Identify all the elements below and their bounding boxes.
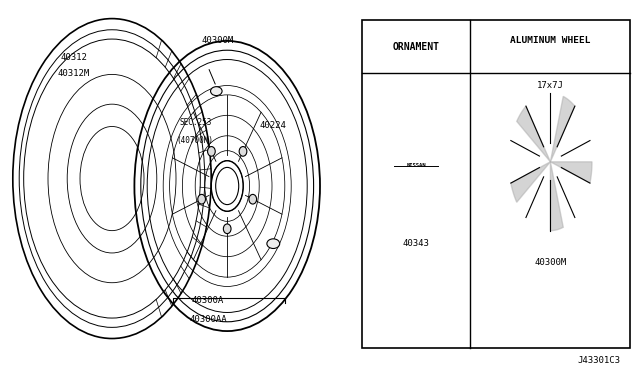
Text: (40700M): (40700M): [177, 136, 214, 145]
Text: 40300AA: 40300AA: [189, 315, 227, 324]
Ellipse shape: [198, 195, 205, 204]
Ellipse shape: [249, 195, 257, 204]
Polygon shape: [550, 162, 563, 231]
Text: SEC.253: SEC.253: [179, 118, 211, 126]
Text: 40312M: 40312M: [58, 69, 90, 78]
Polygon shape: [511, 162, 550, 202]
Ellipse shape: [267, 239, 280, 248]
Polygon shape: [550, 96, 575, 162]
Ellipse shape: [211, 87, 222, 96]
Text: NISSAN: NISSAN: [406, 163, 426, 168]
Text: 40300M: 40300M: [202, 36, 234, 45]
Text: ALUMINUM WHEEL: ALUMINUM WHEEL: [510, 36, 591, 45]
Text: 40224: 40224: [259, 121, 286, 130]
Polygon shape: [550, 162, 592, 183]
Text: 40312: 40312: [60, 52, 87, 61]
Text: 17x7J: 17x7J: [537, 81, 564, 90]
Text: 40343: 40343: [403, 239, 429, 248]
Ellipse shape: [223, 224, 231, 234]
Polygon shape: [516, 106, 550, 162]
Text: 40300A: 40300A: [192, 296, 224, 305]
Text: ORNAMENT: ORNAMENT: [392, 42, 440, 51]
FancyBboxPatch shape: [362, 20, 630, 348]
Ellipse shape: [239, 147, 247, 156]
Ellipse shape: [207, 147, 215, 156]
Text: J43301C3: J43301C3: [578, 356, 621, 365]
Text: 40300M: 40300M: [534, 258, 566, 267]
